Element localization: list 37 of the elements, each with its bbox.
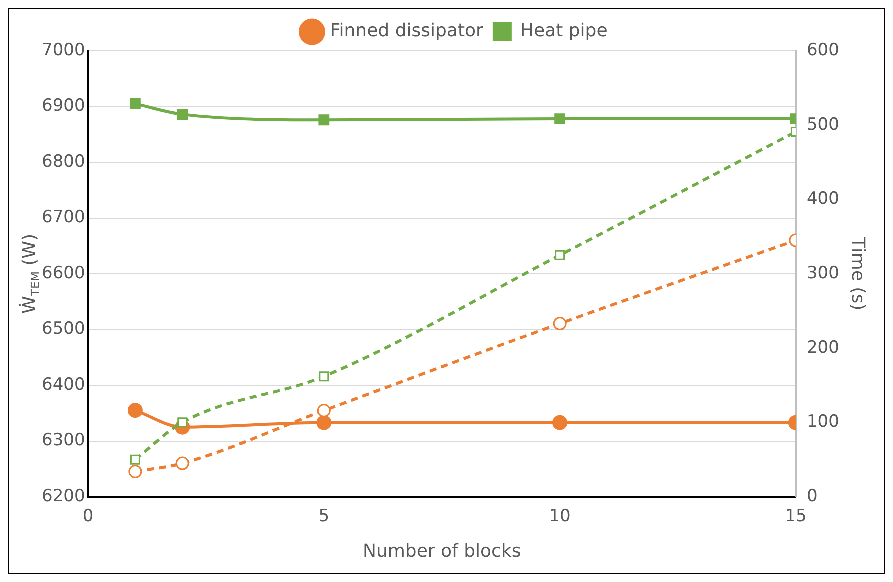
point [178,418,188,428]
point [130,98,141,110]
y-tick-label: 6700 [42,208,86,228]
y-axis-title: ẆTEM (W) [18,234,42,314]
point [553,317,567,331]
point [319,372,330,382]
point [176,456,190,470]
y2-axis-title: Time (s) [848,236,869,311]
y2-tick-label: 600 [806,40,840,60]
point [130,454,140,465]
point [128,464,142,478]
x-tick-label: 10 [549,506,571,527]
y-tick-label: 6400 [42,374,86,395]
x-axis-title: Number of blocks [362,540,522,562]
point [128,403,143,418]
y2-tick-label: 400 [806,189,840,210]
point [318,114,330,126]
point [177,109,188,120]
y-tick-label: 7000 [42,40,86,60]
legend-label: Finned dissipator [330,20,484,42]
y2-tick-label: 0 [806,486,818,506]
y2-tick-label: 100 [806,412,840,432]
y-tick-label: 6600 [42,263,86,284]
y2-tick-label: 500 [806,114,840,135]
y-tick-label: 6300 [42,430,86,451]
x-tick-label: 0 [82,506,94,527]
y2-tick-label: 300 [806,263,840,284]
legend-label: Heat pipe [520,20,608,42]
y-tick-label: 6900 [42,96,86,116]
point [317,404,331,418]
y-tick-label: 6500 [42,319,86,340]
y2-tick-label: 200 [806,338,840,358]
point [316,415,332,430]
x-tick-label: 5 [318,506,330,527]
y-tick-label: 6200 [42,486,86,506]
y-tick-label: 6800 [42,152,86,172]
x-tick-label: 15 [785,506,807,527]
